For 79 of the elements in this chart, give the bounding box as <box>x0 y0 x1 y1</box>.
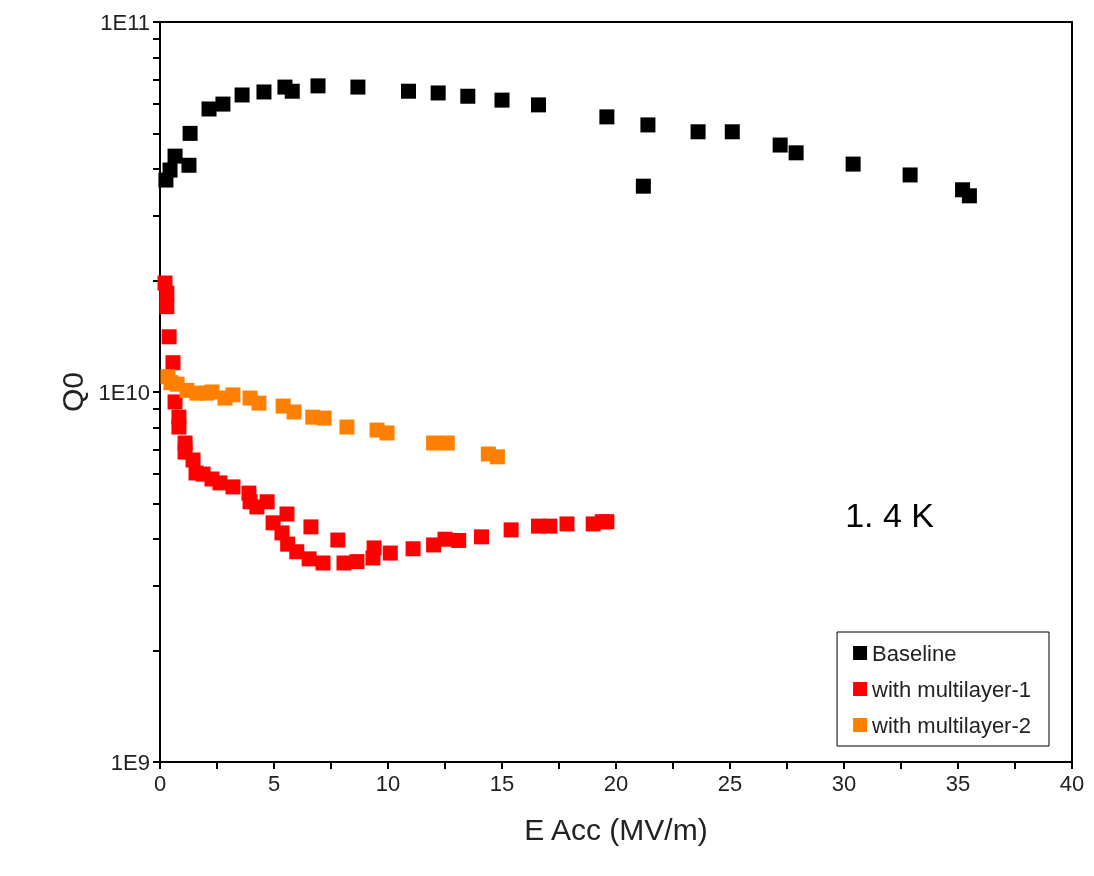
point <box>316 410 332 426</box>
point <box>902 167 918 183</box>
point <box>426 435 442 451</box>
point <box>212 475 228 491</box>
x-tick-label: 5 <box>267 770 281 796</box>
point <box>256 84 272 100</box>
point <box>185 452 201 468</box>
x-axis-title: E Acc (MV/m) <box>524 812 708 846</box>
point <box>401 83 417 99</box>
point <box>405 541 421 557</box>
x-tick-label: 20 <box>603 770 629 796</box>
point <box>599 109 615 125</box>
point <box>330 532 346 548</box>
point <box>640 117 656 133</box>
y-tick-label: 1E11 <box>100 9 150 35</box>
point <box>279 506 295 522</box>
point <box>167 148 183 164</box>
y-axis-title: Q0 <box>56 371 90 413</box>
point <box>494 92 510 108</box>
point <box>225 387 241 403</box>
y-tick-label: 1E10 <box>98 379 150 405</box>
x-tick-label: 35 <box>945 770 971 796</box>
legend-label: with multilayer-1 <box>871 676 1032 702</box>
point <box>379 425 395 441</box>
point <box>161 329 177 345</box>
point <box>382 545 398 561</box>
x-tick-label: 25 <box>717 770 743 796</box>
point <box>460 88 476 104</box>
point <box>182 125 198 141</box>
point <box>530 97 546 113</box>
point <box>215 96 231 112</box>
point <box>162 162 178 178</box>
point <box>249 499 265 515</box>
point <box>303 519 319 535</box>
point <box>286 404 302 420</box>
point <box>289 544 305 560</box>
x-tick-label: 40 <box>1059 770 1085 796</box>
legend-label: with multilayer-2 <box>871 712 1032 738</box>
point <box>167 394 183 410</box>
point <box>225 479 241 495</box>
point <box>350 79 366 95</box>
point <box>349 554 365 570</box>
point <box>204 384 220 400</box>
point <box>159 299 175 315</box>
point <box>961 188 977 204</box>
point <box>473 529 489 545</box>
x-tick-label: 0 <box>153 770 167 796</box>
x-tick-label: 30 <box>831 770 857 796</box>
point <box>772 137 788 153</box>
point <box>315 555 331 571</box>
point <box>171 419 187 435</box>
point <box>451 532 467 548</box>
point <box>845 156 861 172</box>
point <box>251 395 267 411</box>
point <box>439 435 455 451</box>
point <box>635 178 651 194</box>
point <box>284 83 300 99</box>
point <box>201 101 217 117</box>
point <box>542 518 558 534</box>
point <box>559 516 575 532</box>
legend-label: Baseline <box>872 640 957 666</box>
point <box>234 87 250 103</box>
point <box>181 157 197 173</box>
point <box>165 355 181 371</box>
x-tick-label: 15 <box>489 770 515 796</box>
point <box>339 419 355 435</box>
annotation: 1. 4 K <box>845 496 935 534</box>
point <box>690 124 706 140</box>
point <box>430 85 446 101</box>
point <box>788 145 804 161</box>
point <box>301 551 317 567</box>
point <box>724 124 740 140</box>
point <box>489 449 505 465</box>
point <box>503 522 519 538</box>
point <box>599 514 615 530</box>
point <box>310 78 326 94</box>
y-tick-label: 1E9 <box>110 749 150 775</box>
x-tick-label: 10 <box>375 770 401 796</box>
point <box>366 540 382 556</box>
